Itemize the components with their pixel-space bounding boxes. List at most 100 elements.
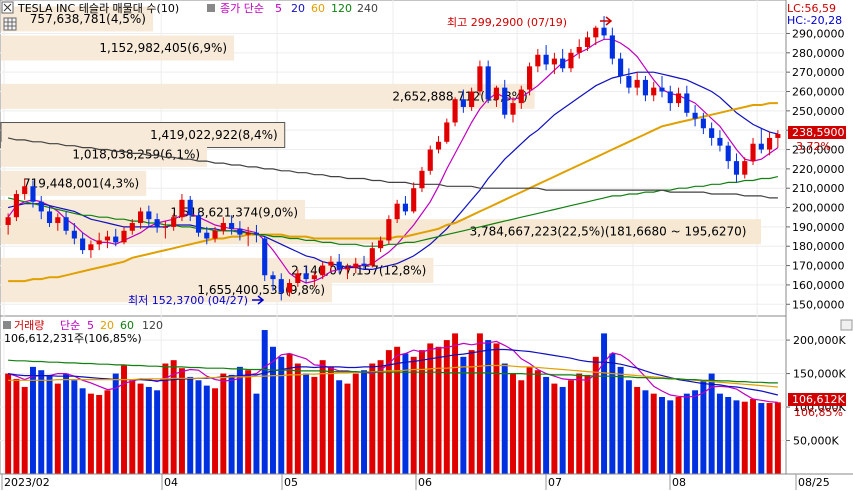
candle	[13, 190, 19, 222]
candle-body	[336, 261, 342, 270]
volume-bar	[154, 390, 161, 474]
y-tick-label: 250,0000	[792, 105, 845, 118]
volume-bar	[758, 403, 765, 474]
candle	[444, 118, 450, 144]
volume-current-value: 106,612,231주(106,85%)	[4, 332, 142, 345]
price-ma-line-20	[7, 71, 779, 270]
candle-body	[303, 273, 309, 280]
candle	[270, 271, 276, 291]
volume-profile-band: 2,652,888,712(15,8%)	[1, 83, 535, 109]
volume-last-value: 106,612K	[792, 393, 845, 406]
candle-body	[320, 265, 326, 276]
candle-body	[146, 211, 152, 220]
volume-bar	[642, 390, 649, 474]
volume-panel-toggle[interactable]	[840, 319, 853, 331]
candle-body	[278, 279, 284, 293]
candle	[320, 261, 326, 280]
candle	[452, 97, 458, 127]
candle-body	[584, 37, 591, 48]
ma-period-240: 240	[357, 2, 378, 15]
volume-bar	[625, 380, 632, 474]
volume-bar	[617, 366, 624, 474]
candle	[551, 52, 557, 75]
candle-body	[593, 27, 599, 38]
candle	[394, 199, 400, 224]
candle-body	[576, 47, 582, 53]
candle-body	[692, 112, 698, 119]
candle-body	[725, 145, 731, 162]
candle-body	[129, 223, 135, 231]
candle	[71, 223, 77, 245]
price-moving-averages	[7, 38, 779, 284]
volume-bar	[286, 353, 293, 474]
volume-bar	[278, 356, 285, 474]
volume-profile-bar	[1, 83, 535, 109]
candle-body	[493, 87, 500, 100]
volume-bar	[394, 346, 401, 474]
volume-profile-label: 1,419,022,922(8,4%)	[150, 128, 278, 142]
candle	[560, 48, 566, 73]
volume-bar	[311, 376, 318, 474]
candlesticks	[5, 16, 781, 301]
price-axis: 290,0000 280,0000 270,0000 260,0000 250,0000…	[786, 27, 845, 311]
volume-bar	[634, 386, 641, 474]
volume-bar	[559, 386, 566, 474]
candle	[584, 31, 591, 51]
candle-body	[171, 217, 177, 227]
candle-body	[378, 240, 384, 249]
last-price-marker: 238,5900 3,72%	[788, 126, 846, 153]
price-ma-line-60	[8, 102, 778, 283]
volume-bar	[667, 400, 674, 474]
volume-ma-period-120: 120	[142, 319, 163, 332]
y-tick-label: 180,0000	[792, 240, 845, 253]
candle-body	[104, 236, 111, 241]
candle	[353, 257, 359, 274]
candle-body	[286, 282, 293, 293]
candle	[162, 221, 168, 239]
volume-bar	[319, 360, 326, 474]
volume-bar	[253, 393, 260, 474]
volume-bar	[443, 340, 450, 474]
volume-bar	[675, 397, 682, 474]
candle	[146, 205, 152, 227]
candle	[709, 122, 715, 146]
volume-bar	[427, 343, 434, 474]
candle	[328, 255, 334, 272]
grid-icon[interactable]	[3, 17, 17, 31]
candle-body	[518, 89, 524, 104]
volume-y-tick-label: 200,000K	[793, 334, 846, 347]
candle-body	[344, 267, 351, 270]
volume-bar	[121, 365, 127, 474]
volume-bar	[294, 363, 301, 474]
arrow-right-icon	[600, 16, 613, 26]
candle	[767, 132, 773, 156]
candle-body	[667, 91, 673, 104]
volume-profile-label: 719,448,001(4,3%)	[23, 176, 139, 190]
candle	[700, 112, 706, 135]
volume-bars	[5, 330, 781, 474]
candle-body	[435, 141, 442, 150]
candle-body	[700, 118, 706, 129]
volume-bar	[129, 380, 136, 474]
candle	[220, 217, 226, 235]
candle	[311, 271, 317, 287]
volume-last-pct: 106,85%	[794, 406, 843, 419]
ma-period-5: 5	[275, 2, 282, 15]
date-axis: 2023/02 04 05 06 07 08 08/25	[0, 473, 853, 490]
candle-body	[733, 161, 740, 175]
volume-bar	[327, 366, 334, 474]
y-tick-label: 160,0000	[792, 279, 845, 292]
candle	[758, 128, 764, 154]
candle	[195, 211, 202, 237]
volume-bar	[692, 390, 699, 474]
volume-bar	[336, 380, 343, 474]
low-annotation: 최저 152,3700 (04/27)	[128, 294, 265, 307]
candle-body	[758, 143, 764, 150]
volume-bar	[220, 373, 227, 474]
candle	[576, 39, 582, 59]
volume-bar	[683, 393, 690, 474]
x-tick-label: 04	[164, 476, 178, 489]
candle-body	[71, 230, 77, 239]
price-ma-line-240	[7, 137, 778, 199]
ma-period-120: 120	[331, 2, 352, 15]
